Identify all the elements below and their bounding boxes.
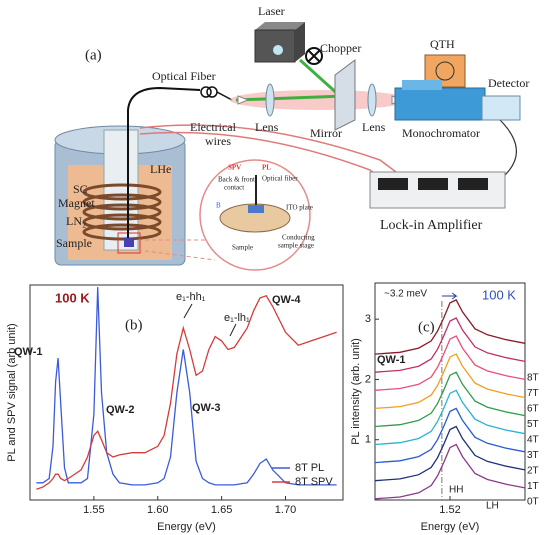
label: Lens — [362, 120, 386, 134]
lens — [266, 84, 274, 116]
y-axis-label: PL and SPV signal (arb unit) — [6, 323, 18, 461]
label: Magnet — [58, 196, 95, 210]
series-label: 4T — [527, 435, 539, 446]
panel-label: (b) — [125, 317, 143, 333]
label: Sample — [232, 244, 253, 252]
ito-plate — [248, 205, 264, 213]
annotation: QW-3 — [192, 402, 221, 414]
display — [378, 178, 408, 190]
label: B — [216, 202, 221, 210]
legend-label: 8T PL — [295, 462, 324, 474]
x-tick-label: 1.60 — [147, 504, 168, 516]
annotation: e₁-lh₁ — [224, 312, 250, 324]
x-tick-label: 1.65 — [211, 504, 232, 516]
label: contact — [224, 184, 244, 192]
series-label: 3T — [527, 450, 539, 461]
series-line — [375, 408, 525, 462]
series-line — [36, 287, 336, 485]
annotation: 100 K — [482, 287, 516, 302]
annotation: e₁-hh₁ — [176, 291, 206, 303]
annotations-c: (c) ~3.2 meV 100 K QW-1 HH LH — [377, 287, 516, 511]
optical-fiber — [217, 92, 232, 100]
label: Laser — [258, 4, 285, 18]
label: Mirror — [310, 126, 342, 140]
x-tick-label: 1.52 — [439, 504, 460, 516]
label: sample stage — [278, 242, 314, 250]
annotation: LH — [486, 501, 499, 512]
x-tick-label: 1.55 — [83, 504, 104, 516]
series-label: 2T — [527, 466, 539, 477]
lens — [368, 84, 376, 116]
mirror — [335, 60, 355, 130]
series-label: 7T — [527, 388, 539, 399]
display — [458, 178, 488, 190]
series-label: 8T — [527, 373, 539, 384]
signal-wire — [500, 120, 516, 175]
series-label: 5T — [527, 419, 539, 430]
annotation: QW-4 — [272, 294, 301, 306]
label: Lock-in Amplifier — [380, 218, 483, 233]
series-line — [375, 427, 525, 481]
label: Detector — [488, 76, 529, 90]
series-label: 0T — [527, 497, 539, 508]
label: Electrical — [190, 120, 237, 134]
label: Chopper — [320, 41, 361, 55]
chopper-blade — [308, 50, 320, 62]
label: SPV — [228, 164, 241, 172]
detector — [482, 96, 520, 120]
annotation: 100 K — [55, 290, 90, 305]
annotation: QW-1 — [377, 354, 406, 366]
label: wires — [205, 134, 231, 148]
series-line — [375, 372, 525, 426]
label: ITO plate — [286, 204, 313, 212]
label: Sample — [56, 236, 92, 250]
display — [418, 178, 448, 190]
series-line — [375, 390, 525, 444]
y-tick-label: 1 — [365, 434, 371, 446]
label: Back & front — [218, 176, 255, 184]
annotation: HH — [449, 485, 463, 496]
series-label: 1T — [527, 481, 539, 492]
figure: (a) Laser Chopper QTH Optical Fiber Dete… — [0, 0, 548, 535]
laser-aperture — [273, 45, 283, 55]
sample-block — [124, 238, 134, 247]
shift-arrow — [442, 293, 456, 299]
series-line — [375, 300, 525, 354]
label: LHe — [150, 162, 171, 176]
label: Optical Fiber — [152, 69, 216, 83]
plot-frame — [375, 283, 525, 500]
label: QTH — [430, 37, 455, 51]
annotation: QW-1 — [14, 346, 43, 358]
y-axis-label: PL intensity (arb. unit) — [350, 338, 362, 445]
label: LN₂ — [66, 214, 86, 228]
monochromator-top — [402, 80, 442, 90]
label: Monochromator — [402, 126, 480, 140]
fiber-loop — [207, 87, 217, 97]
label: Optical fiber — [262, 175, 298, 183]
annotation: QW-2 — [106, 404, 135, 416]
y-tick-label: 2 — [365, 373, 371, 385]
x-tick-label: 1.70 — [275, 504, 296, 516]
label: Conducting — [282, 234, 315, 242]
panel-label: (c) — [418, 319, 435, 335]
inner-cylinder — [104, 130, 138, 250]
series-label: 6T — [527, 404, 539, 415]
y-tick-label: 3 — [365, 313, 371, 325]
x-axis-label: Energy (eV) — [421, 521, 480, 533]
label: PL — [262, 164, 271, 172]
label: Lens — [255, 120, 279, 134]
series-line — [36, 296, 336, 490]
label: SC — [73, 182, 88, 196]
monochromator — [395, 88, 485, 120]
x-axis-label: Energy (eV) — [157, 521, 216, 533]
annotations-b: (b) 100 K QW-1 QW-2 QW-3 QW-4 e₁-hh₁ e₁-… — [14, 290, 301, 415]
annotation: ~3.2 meV — [384, 289, 427, 300]
panel-label: (a) — [85, 47, 102, 63]
legend-label: 8T SPV — [295, 476, 333, 488]
